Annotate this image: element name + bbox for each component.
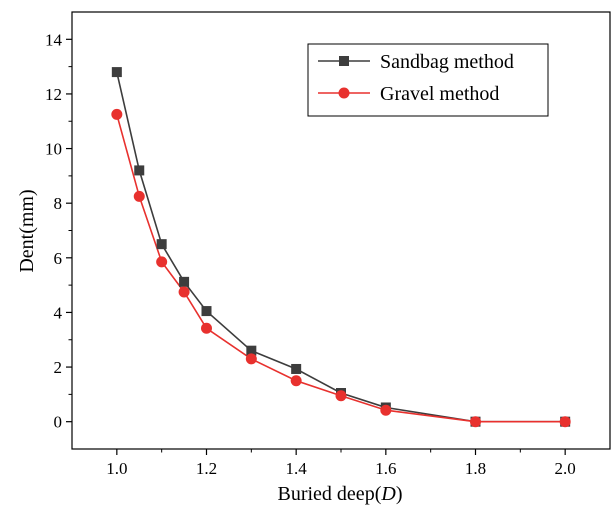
x-tick-label: 1.0: [106, 459, 127, 478]
data-point-circle: [245, 353, 257, 365]
legend-label-gravel: Gravel method: [380, 83, 499, 105]
series-layer: [111, 67, 571, 428]
y-tick-label: 8: [54, 194, 63, 213]
y-tick-label: 14: [45, 30, 63, 49]
data-point-square: [156, 239, 167, 250]
data-point-circle: [156, 256, 168, 268]
legend-label-sandbag: Sandbag method: [380, 51, 514, 73]
series-line-1: [116, 114, 566, 423]
y-axis-title: Dent(mm): [16, 189, 38, 272]
data-point-square: [179, 276, 190, 287]
data-point-circle: [559, 416, 571, 428]
data-point-square: [134, 165, 145, 176]
y-tick-label: 4: [54, 303, 63, 322]
data-point-circle: [133, 190, 145, 202]
data-point-circle: [380, 404, 392, 416]
y-ticks: 0 2 4 6 8 10 12 14: [45, 30, 72, 432]
y-tick-label: 6: [54, 249, 63, 268]
x-tick-label: 1.4: [286, 459, 308, 478]
data-point-square: [201, 306, 212, 317]
x-ticks: 1.0 1.2 1.4 1.6 1.8 2.0: [106, 449, 576, 478]
y-tick-label: 10: [45, 140, 62, 159]
data-point-circle: [201, 322, 212, 334]
y-tick-label: 0: [54, 413, 63, 432]
x-tick-label: 1.8: [465, 459, 486, 478]
x-tick-label: 1.2: [196, 459, 217, 478]
legend: Sandbag method Gravel method: [307, 43, 549, 117]
data-point-circle: [470, 416, 481, 428]
legend-marker-sandbag: [339, 56, 349, 66]
x-axis-title: Buried deep(D): [278, 483, 403, 505]
legend-marker-gravel: [338, 87, 350, 99]
y-tick-label: 12: [45, 85, 62, 104]
y-tick-label: 2: [54, 358, 63, 377]
data-point-circle: [335, 390, 347, 402]
series-line-0: [116, 71, 566, 423]
data-point-square: [291, 363, 302, 374]
x-tick-label: 1.6: [375, 459, 396, 478]
data-point-circle: [178, 286, 190, 298]
x-tick-label: 2.0: [555, 459, 576, 478]
data-point-square: [111, 67, 122, 78]
data-point-circle: [111, 108, 123, 120]
data-point-circle: [290, 375, 302, 387]
data-point-square: [246, 345, 257, 356]
